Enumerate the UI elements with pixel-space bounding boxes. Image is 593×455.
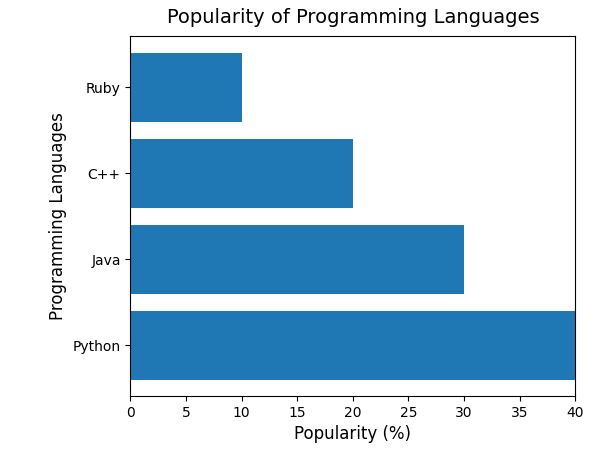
Bar <box>130 225 464 293</box>
Bar <box>130 311 575 379</box>
Bar <box>130 53 242 121</box>
Bar <box>130 139 353 207</box>
X-axis label: Popularity (%): Popularity (%) <box>294 425 412 443</box>
Title: Popularity of Programming Languages: Popularity of Programming Languages <box>167 8 539 26</box>
Y-axis label: Programming Languages: Programming Languages <box>49 112 67 320</box>
